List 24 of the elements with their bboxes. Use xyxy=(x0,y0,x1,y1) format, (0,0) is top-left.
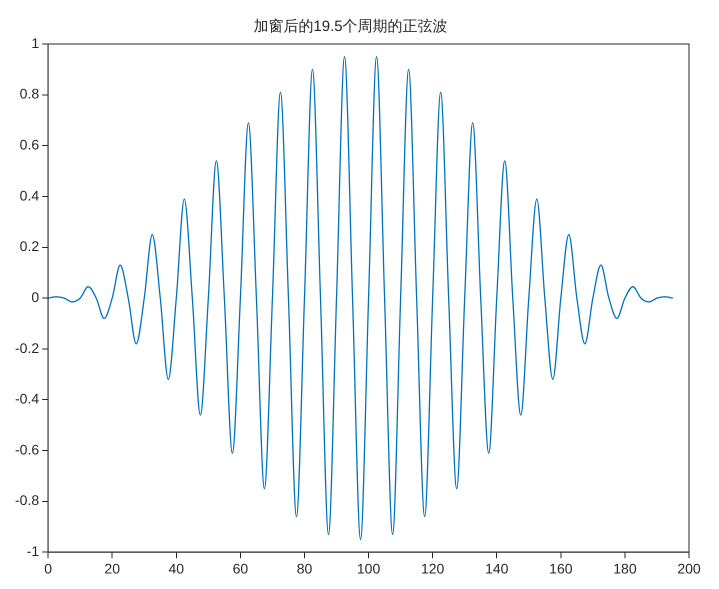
y-tick-label: 0.4 xyxy=(20,187,40,204)
y-tick-label: -0.6 xyxy=(15,441,40,458)
y-tick-label: -0.4 xyxy=(15,390,40,407)
y-tick-label: 0.8 xyxy=(20,86,40,102)
x-tick-label: 40 xyxy=(168,560,184,576)
line-series xyxy=(48,56,674,540)
x-tick-label: 60 xyxy=(232,560,248,576)
y-tick-label: 0.2 xyxy=(20,238,40,254)
y-tick-label: 0 xyxy=(31,288,40,305)
x-tick-label: 80 xyxy=(296,560,312,576)
x-tick-label: 160 xyxy=(549,560,573,576)
y-tick-label: -0.8 xyxy=(15,492,40,508)
x-tick-label: 180 xyxy=(613,560,637,576)
x-tick-label: 120 xyxy=(420,560,445,576)
chart-title: 加窗后的19.5个周期的正弦波 xyxy=(253,18,448,36)
y-tick-label: -0.2 xyxy=(15,340,40,356)
x-tick-label: 100 xyxy=(356,560,380,576)
x-tick-label: 0 xyxy=(44,560,52,576)
y-tick-label: -1 xyxy=(26,543,40,560)
x-tick-label: 20 xyxy=(104,560,120,576)
x-tick-label: 200 xyxy=(677,560,701,576)
y-tick-label: 1 xyxy=(31,34,40,51)
x-tick-label: 140 xyxy=(485,560,509,576)
y-tick-label: 0.6 xyxy=(20,136,40,152)
